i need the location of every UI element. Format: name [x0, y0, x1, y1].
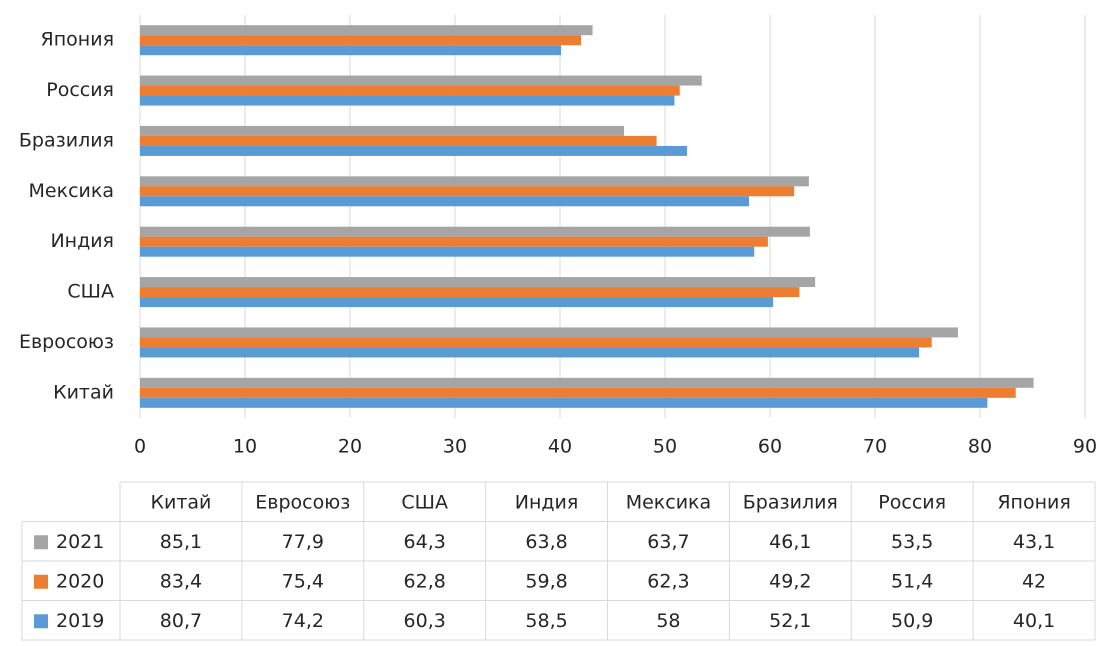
table-cell: 83,4 — [160, 570, 202, 592]
x-tick-label: 50 — [653, 436, 677, 458]
bar — [140, 236, 768, 247]
table-cell: 40,1 — [1013, 610, 1055, 632]
x-tick-label: 0 — [134, 436, 146, 458]
bar — [140, 387, 1016, 398]
table-header: Япония — [997, 491, 1070, 513]
table-cell: 60,3 — [404, 610, 446, 632]
y-tick-label: Бразилия — [19, 129, 114, 151]
x-tick-label: 70 — [863, 436, 887, 458]
legend-swatch — [34, 535, 48, 550]
table-cell: 63,7 — [647, 531, 689, 553]
bar — [140, 186, 795, 197]
table-cell: 59,8 — [525, 570, 567, 592]
bar — [140, 35, 581, 46]
bar — [140, 125, 625, 136]
bar — [140, 226, 810, 237]
x-tick-label: 90 — [1073, 436, 1097, 458]
x-tick-label: 80 — [968, 436, 992, 458]
legend-label: 2020 — [56, 570, 104, 592]
bar — [140, 397, 988, 408]
bar — [140, 95, 675, 106]
table-header: Бразилия — [743, 491, 838, 513]
bar — [140, 45, 562, 56]
y-tick-label: Китай — [53, 381, 114, 403]
table-cell: 80,7 — [160, 610, 202, 632]
table-cell: 58,5 — [525, 610, 567, 632]
table-header: Россия — [878, 491, 946, 513]
legend-swatch — [34, 614, 48, 629]
table-header: Евросоюз — [255, 491, 350, 513]
table-cell: 77,9 — [282, 531, 324, 553]
legend-label: 2021 — [56, 531, 104, 553]
table-cell: 50,9 — [891, 610, 933, 632]
table-cell: 51,4 — [891, 570, 933, 592]
table-cell: 42 — [1022, 570, 1046, 592]
bar — [140, 196, 749, 207]
table-header: США — [401, 491, 448, 513]
y-tick-label: США — [67, 281, 114, 303]
table-cell: 49,2 — [769, 570, 811, 592]
x-tick-label: 40 — [548, 436, 572, 458]
bar — [140, 347, 920, 358]
x-tick-label: 30 — [443, 436, 467, 458]
table-header: Мексика — [626, 491, 711, 513]
bar — [140, 75, 702, 86]
table-cell: 58 — [656, 610, 680, 632]
table-cell: 53,5 — [891, 531, 933, 553]
y-tick-label: Евросоюз — [19, 331, 114, 353]
table-header: Китай — [150, 491, 211, 513]
y-tick-label: Мексика — [29, 180, 114, 202]
legend-swatch — [34, 574, 48, 589]
bar — [140, 85, 680, 96]
table-cell: 43,1 — [1013, 531, 1055, 553]
table-cell: 62,8 — [404, 570, 446, 592]
y-tick-label: Россия — [46, 79, 114, 101]
bar — [140, 297, 774, 308]
bar — [140, 145, 688, 156]
bar — [140, 287, 800, 298]
table-cell: 63,8 — [525, 531, 567, 553]
legend-label: 2019 — [56, 610, 104, 632]
bar — [140, 135, 657, 146]
bar — [140, 246, 755, 257]
x-tick-label: 60 — [758, 436, 782, 458]
table-cell: 74,2 — [282, 610, 324, 632]
table-cell: 75,4 — [282, 570, 324, 592]
table-cell: 62,3 — [647, 570, 689, 592]
y-tick-label: Япония — [41, 29, 114, 51]
y-tick-label: Индия — [50, 230, 114, 252]
bar — [140, 377, 1034, 388]
x-tick-label: 10 — [233, 436, 257, 458]
table-header: Индия — [515, 491, 579, 513]
table-cell: 52,1 — [769, 610, 811, 632]
table-cell: 46,1 — [769, 531, 811, 553]
x-tick-label: 20 — [338, 436, 362, 458]
bar — [140, 25, 593, 36]
bar — [140, 277, 816, 288]
bar — [140, 176, 809, 187]
table-cell: 85,1 — [160, 531, 202, 553]
bar — [140, 327, 958, 338]
table-cell: 64,3 — [404, 531, 446, 553]
bar — [140, 337, 932, 348]
